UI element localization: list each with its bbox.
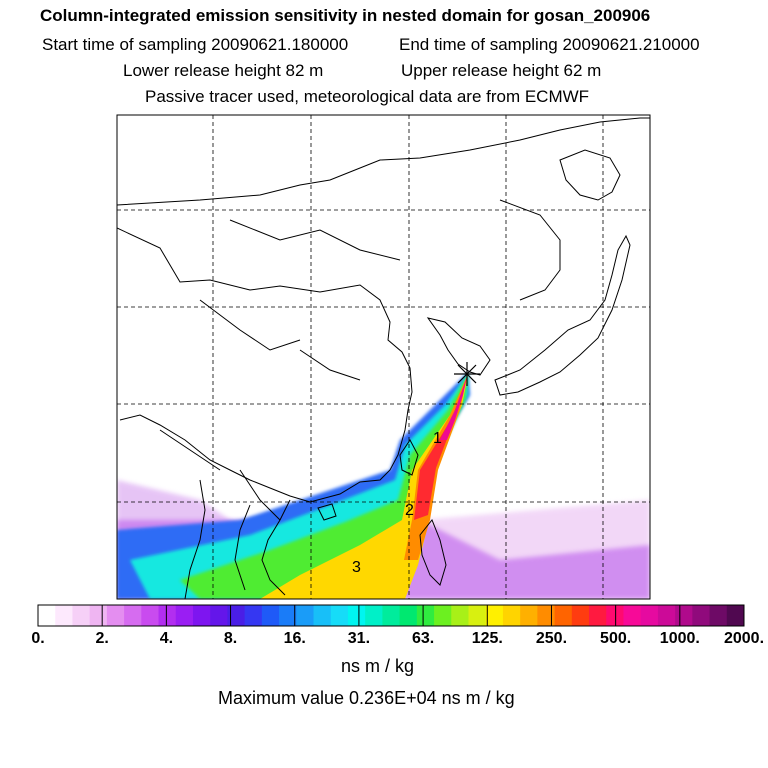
colorbar-segment xyxy=(365,605,383,626)
colorbar-tick-label: 2000. xyxy=(723,630,765,647)
coastline-taiwan xyxy=(399,439,419,476)
colorbar-segment xyxy=(692,605,711,626)
colorbar-segment xyxy=(192,605,211,626)
colorbar-segment xyxy=(347,605,366,626)
colorbar-segment xyxy=(141,605,160,626)
colorbar-segment xyxy=(279,605,297,626)
colorbar-segment xyxy=(416,605,435,626)
colorbar-segment xyxy=(657,605,676,626)
colorbar-segment xyxy=(72,605,91,626)
colorbar-tick-label: 63. xyxy=(411,630,435,647)
colorbar-tick-label: 8. xyxy=(223,630,238,647)
colorbar-segment xyxy=(210,605,228,626)
colorbar-segment xyxy=(55,605,73,626)
colorbar-segment xyxy=(554,605,573,626)
end-time-label: End time of sampling 20090621.210000 xyxy=(399,35,700,54)
colorbar-segment xyxy=(106,605,125,626)
colorbar-tick-label: 500. xyxy=(600,630,632,647)
colorbar-segment xyxy=(244,605,263,626)
map-frame xyxy=(116,114,651,600)
colorbar-tick-label: 125. xyxy=(471,630,503,647)
lower-release-label: Lower release height 82 m xyxy=(123,61,324,80)
colorbar-segment xyxy=(589,605,607,626)
colorbar-segment xyxy=(330,605,349,626)
upper-release-label: Upper release height 62 m xyxy=(401,61,602,80)
colorbar-segment xyxy=(313,605,332,626)
emission-sensitivity-field xyxy=(117,372,650,599)
sensitivity-red-ridge xyxy=(414,377,467,520)
colorbar-segment xyxy=(675,605,693,626)
colorbar-tick-label: 1000. xyxy=(659,630,700,647)
graticule xyxy=(117,115,650,599)
coastline-hainan xyxy=(317,503,337,521)
colorbar-tick-label: 4. xyxy=(159,630,174,647)
map-title: Column-integrated emission sensitivity i… xyxy=(40,6,651,25)
colorbar-segment xyxy=(261,605,280,626)
colorbar-segment xyxy=(382,605,401,626)
colorbar-ticks xyxy=(37,605,745,626)
colorbar-segment xyxy=(726,605,745,626)
units-label: ns m / kg xyxy=(341,656,415,676)
colorbar-segment xyxy=(158,605,177,626)
colorbar-segment xyxy=(89,605,108,626)
max-value-label: Maximum value 0.236E+04 ns m / kg xyxy=(218,688,515,708)
start-time-label: Start time of sampling 20090621.180000 xyxy=(42,35,349,54)
colorbar-segment xyxy=(451,605,469,626)
coastline-east-asia xyxy=(117,227,413,503)
colorbar-tick-label: 16. xyxy=(283,630,306,647)
colorbar-segment xyxy=(571,605,590,626)
colorbar-segment xyxy=(502,605,521,626)
region-label-3: 3 xyxy=(352,559,361,576)
coastline-indochina xyxy=(184,479,291,599)
colorbar-tick-label: 2. xyxy=(95,630,109,647)
colorbar-tick-label: 31. xyxy=(347,630,371,647)
colorbar-segment xyxy=(485,605,504,626)
coastline-japan xyxy=(494,234,631,396)
colorbar-tick-label: 250. xyxy=(535,630,568,647)
colorbar-segment xyxy=(227,605,246,626)
release-site-marker xyxy=(454,362,480,386)
colorbar-segment xyxy=(520,605,538,626)
coastline-russia xyxy=(117,117,650,301)
colorbar-segment xyxy=(296,605,315,626)
tracer-note: Passive tracer used, meteorological data… xyxy=(145,87,590,106)
colorbar xyxy=(38,605,745,626)
colorbar-segment xyxy=(175,605,194,626)
colorbar-segment xyxy=(537,605,556,626)
colorbar-segment xyxy=(709,605,728,626)
coastline-korea xyxy=(426,317,491,376)
region-label-2: 2 xyxy=(405,502,414,519)
colorbar-tick-label: 0. xyxy=(31,630,45,647)
coastline-luzon xyxy=(419,519,447,586)
border-lines xyxy=(159,219,401,521)
colorbar-segment xyxy=(38,605,56,626)
colorbar-segment xyxy=(399,605,418,626)
coastline-hokkaido xyxy=(559,149,621,201)
colorbar-segment xyxy=(434,605,452,626)
colorbar-segment xyxy=(623,605,642,626)
coastlines xyxy=(117,117,650,599)
colorbar-segment xyxy=(640,605,659,626)
region-label-1: 1 xyxy=(433,430,442,447)
colorbar-segment xyxy=(606,605,624,626)
colorbar-segment xyxy=(468,605,487,626)
colorbar-segment xyxy=(124,605,142,626)
